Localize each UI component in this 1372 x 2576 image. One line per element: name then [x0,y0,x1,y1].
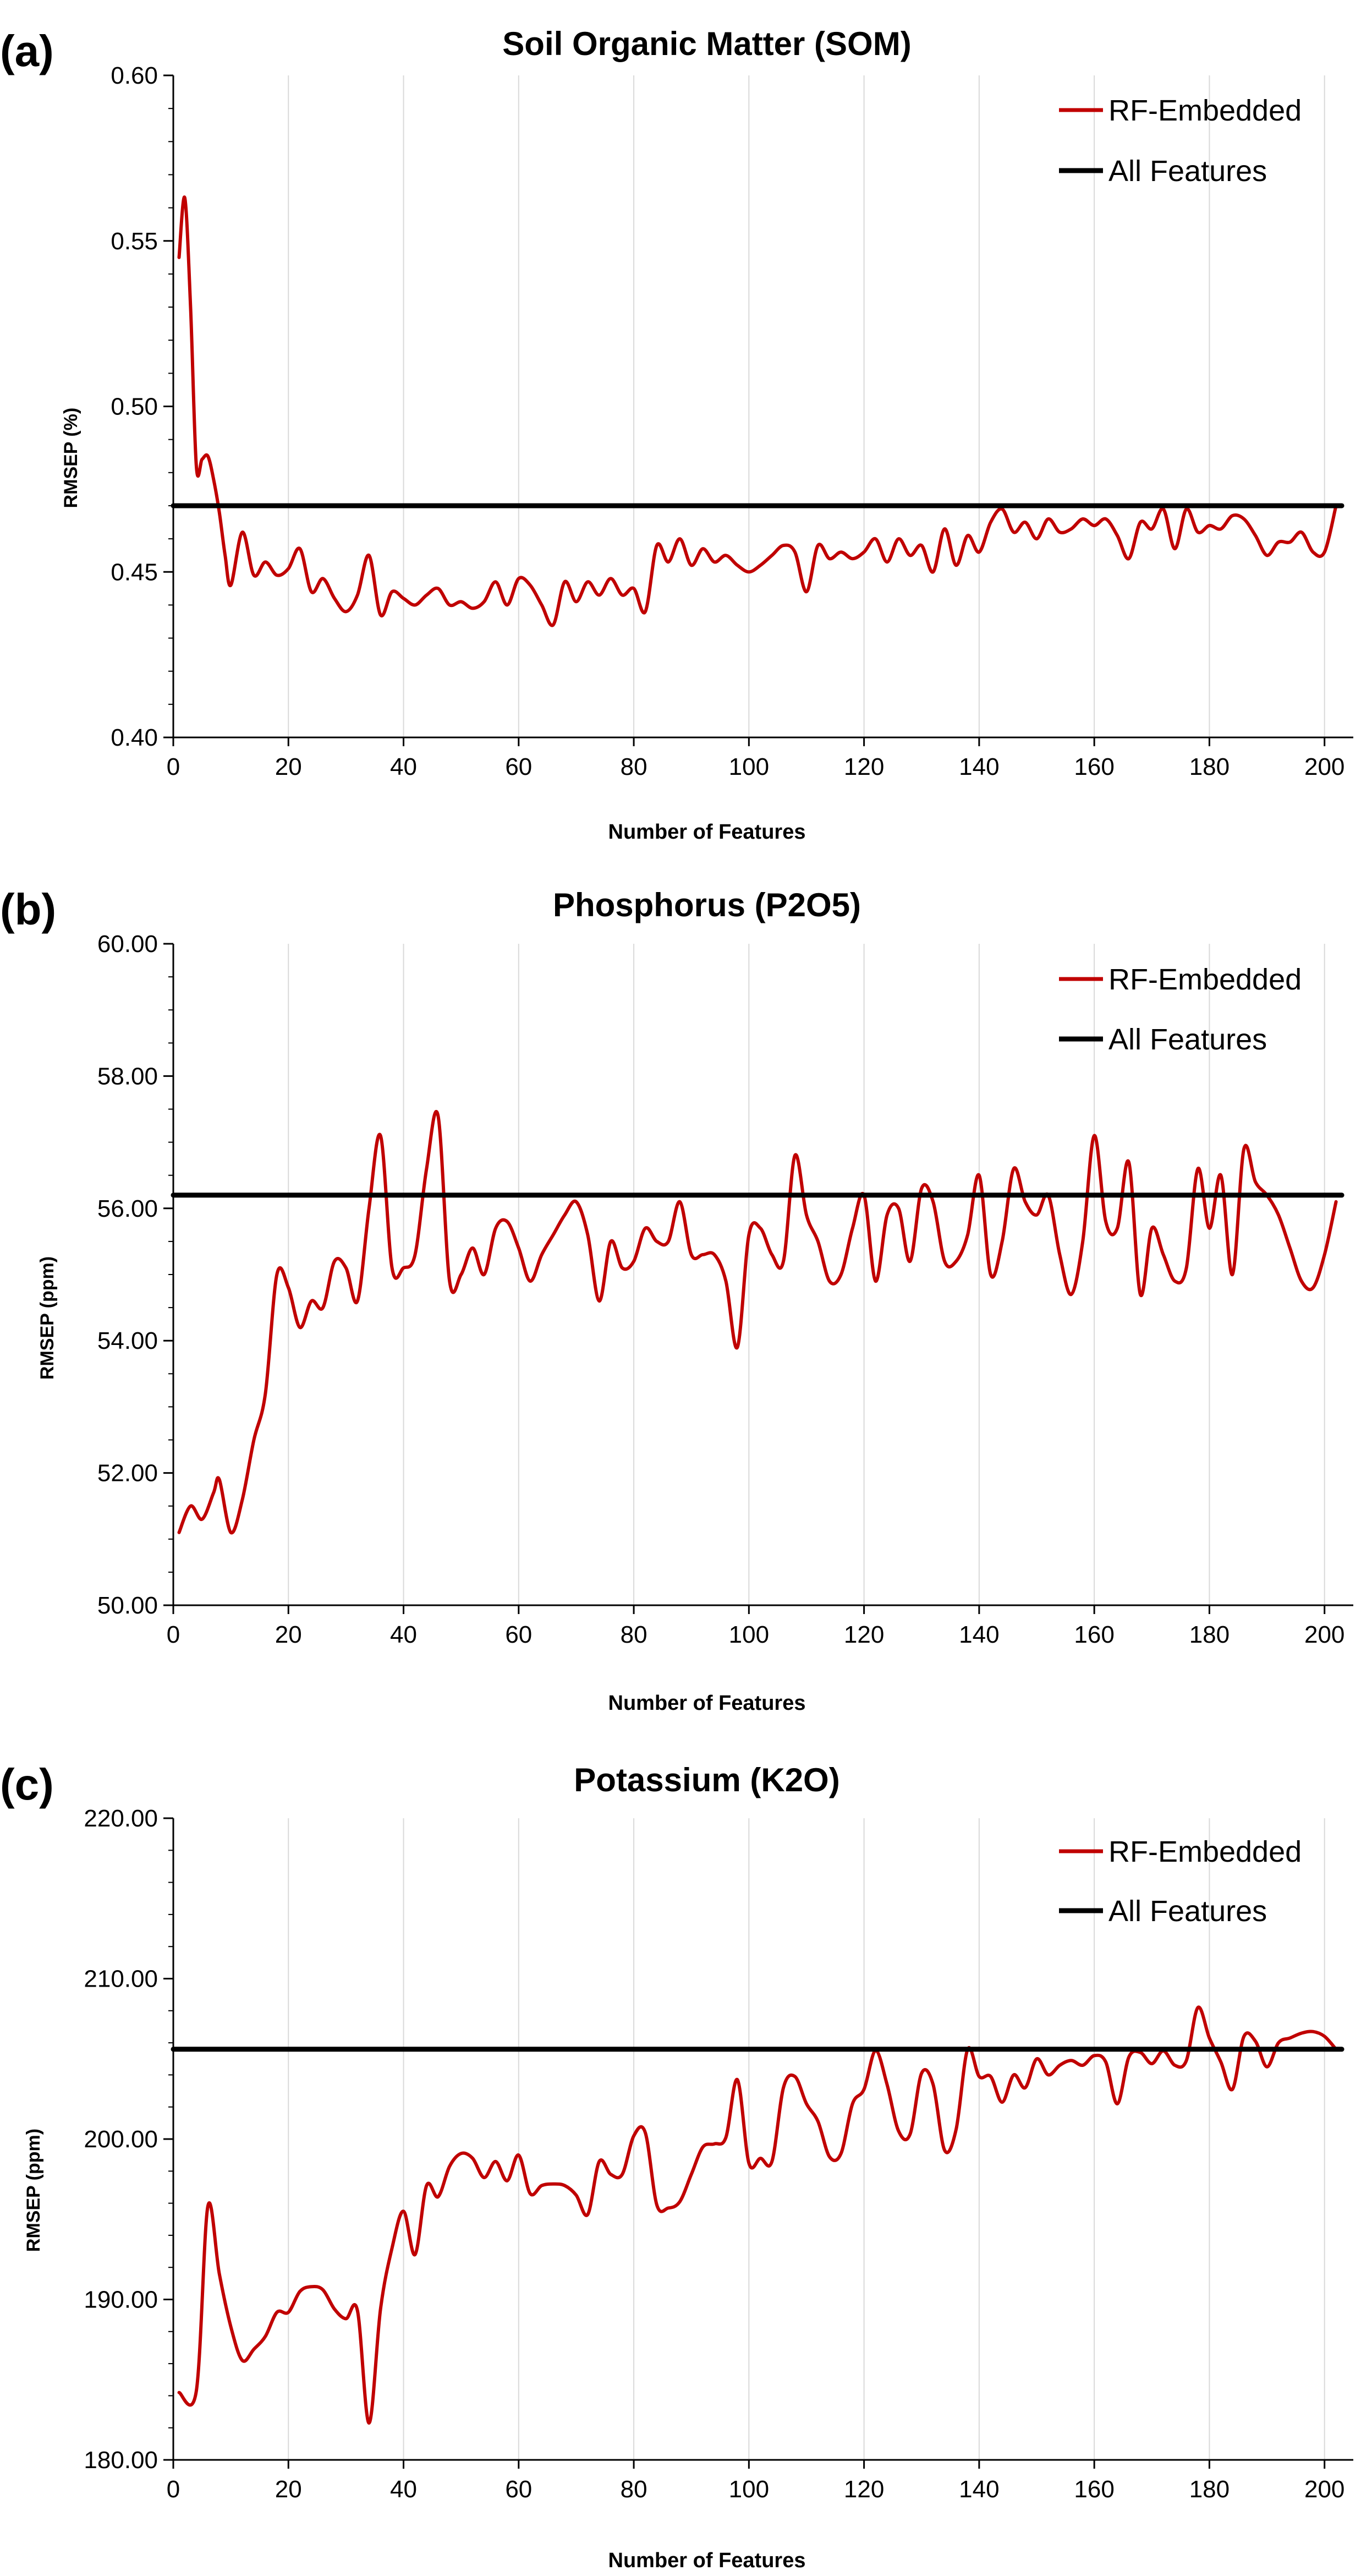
legend-label-all-features-c: All Features [1108,1895,1267,1928]
panel-label-a: (a) [0,26,54,75]
x-tick-label: 60 [505,1621,532,1648]
x-tick-label: 140 [959,2476,999,2503]
series-line-rf-embedded [177,2005,1338,2425]
x-tick-label: 100 [729,1621,769,1648]
x-tick-label: 20 [275,1621,302,1648]
x-tick-label: 180 [1189,2476,1230,2503]
x-tick-label: 140 [959,1621,999,1648]
x-tick-label: 60 [505,2476,532,2503]
y-tick-label: 0.55 [111,228,158,255]
legend-a: RF-Embedded All Features [1059,94,1302,188]
x-tick-label: 60 [505,753,532,780]
legend-b: RF-Embedded All Features [1059,963,1302,1056]
x-tick-label: 40 [390,2476,417,2503]
y-tick-label: 54.00 [97,1327,158,1354]
x-tick-label: 100 [729,753,769,780]
x-tick-label: 120 [844,1621,884,1648]
y-tick-label: 50.00 [97,1592,158,1619]
legend-c: RF-Embedded All Features [1059,1835,1302,1928]
y-tick-label: 0.50 [111,393,158,420]
x-tick-label: 20 [275,753,302,780]
y-axis-label-c: RMSEP (ppm) [23,2129,44,2252]
x-tick-label: 160 [1074,2476,1114,2503]
axes-c [163,1817,1353,2469]
chart-panel-b: (b) Phosphorus (P2O5) 0 20 40 60 80 100 120 140… [0,885,1353,1715]
y-tick-label: 58.00 [97,1063,158,1090]
x-tick-label: 120 [844,2476,884,2503]
x-tick-label: 0 [167,1621,180,1648]
axes-a [163,74,1353,746]
x-tick-label: 0 [167,2476,180,2503]
series-line-rf-embedded [177,195,1338,627]
y-tick-label: 210.00 [84,1966,158,1993]
x-tick-label: 180 [1189,753,1230,780]
x-tick-label: 40 [390,1621,417,1648]
y-tick-labels-c: 180.00 190.00 200.00 210.00 220.00 [84,1805,158,2474]
series-a [171,195,1344,627]
x-tick-labels-c: 0 20 40 60 80 100 120 140 160 180 200 [167,2476,1345,2503]
grid-b [288,944,1325,1605]
series-line-rf-embedded [177,1109,1338,1535]
x-axis-label-a: Number of Features [608,821,806,844]
x-tick-label: 160 [1074,753,1114,780]
y-axis-label-b: RMSEP (ppm) [37,1256,58,1380]
x-tick-label: 80 [621,753,647,780]
x-tick-label: 200 [1304,1621,1344,1648]
x-tick-label: 100 [729,2476,769,2503]
x-tick-labels-b: 0 20 40 60 80 100 120 140 160 180 200 [167,1621,1345,1648]
grid-a [288,75,1325,737]
x-tick-label: 200 [1304,2476,1344,2503]
series-b [171,1109,1344,1535]
x-tick-label: 140 [959,753,999,780]
chart-title-a: Soil Organic Matter (SOM) [502,25,911,62]
legend-label-all-features-b: All Features [1108,1023,1267,1056]
chart-panel-c: (c) Potassium (K2O) 0 20 40 60 80 100 120 140 16… [0,1760,1353,2572]
x-tick-label: 20 [275,2476,302,2503]
y-tick-label: 52.00 [97,1460,158,1487]
y-tick-label: 200.00 [84,2126,158,2153]
y-tick-label: 0.60 [111,62,158,89]
y-axis-label-a: RMSEP (%) [61,408,81,508]
x-tick-label: 80 [621,2476,647,2503]
legend-label-rf-embedded-a: RF-Embedded [1108,94,1302,127]
chart-title-b: Phosphorus (P2O5) [553,887,861,923]
y-tick-labels-b: 50.00 52.00 54.00 56.00 58.00 60.00 [97,931,158,1619]
y-tick-label: 220.00 [84,1805,158,1832]
x-axis-label-c: Number of Features [608,2549,806,2572]
x-tick-labels-a: 0 20 40 60 80 100 120 140 160 180 200 [167,753,1345,780]
legend-label-rf-embedded-c: RF-Embedded [1108,1835,1302,1868]
axes-b [163,943,1353,1614]
y-tick-label: 190.00 [84,2287,158,2314]
chart-title-c: Potassium (K2O) [574,1762,839,1798]
x-tick-label: 0 [167,753,180,780]
y-tick-label: 0.45 [111,559,158,586]
x-tick-label: 120 [844,753,884,780]
x-tick-label: 80 [621,1621,647,1648]
chart-panel-a: (a) Soil Organic Matter (SOM) 0 20 40 60 80 1… [0,25,1353,844]
x-tick-label: 160 [1074,1621,1114,1648]
x-tick-label: 40 [390,753,417,780]
y-tick-label: 180.00 [84,2447,158,2474]
x-tick-label: 200 [1304,753,1344,780]
x-tick-label: 180 [1189,1621,1230,1648]
grid-c [288,1818,1325,2460]
y-tick-label: 0.40 [111,724,158,751]
legend-label-rf-embedded-b: RF-Embedded [1108,963,1302,996]
y-tick-label: 60.00 [97,931,158,958]
y-tick-label: 56.00 [97,1195,158,1222]
y-tick-labels-a: 0.40 0.45 0.50 0.55 0.60 [111,62,158,751]
series-c [171,2005,1344,2425]
x-axis-label-b: Number of Features [608,1692,806,1715]
panel-label-b: (b) [0,885,56,934]
panel-label-c: (c) [0,1760,54,1809]
legend-label-all-features-a: All Features [1108,155,1267,188]
